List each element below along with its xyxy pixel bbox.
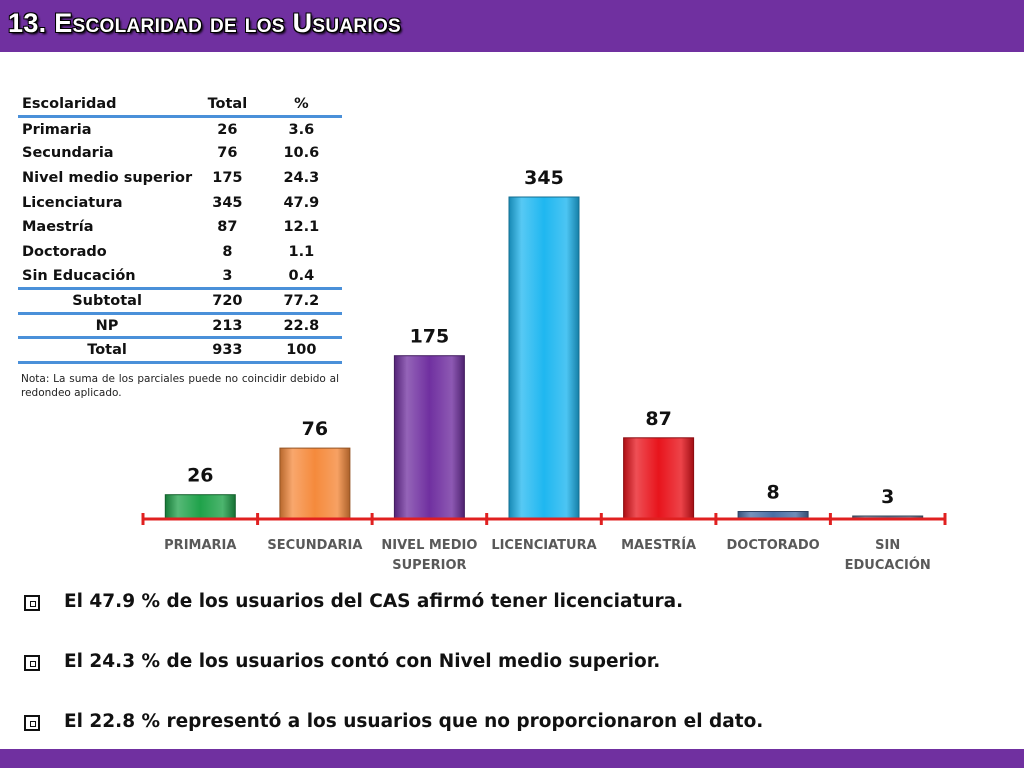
list-item: El 47.9 % de los usuarios del CAS afirmó… (22, 588, 1012, 648)
bar-maestría (623, 437, 695, 520)
table-header-row: Escolaridad Total % (18, 92, 342, 119)
table-header-cell: % (260, 92, 342, 119)
table-cell: 0.4 (288, 267, 315, 284)
table-cell: Doctorado (22, 243, 107, 260)
table-cell: 12.1 (283, 219, 320, 236)
table-cell: Subtotal (18, 287, 195, 314)
bar-nivel-medio-superior (393, 355, 465, 520)
table-cell: 8 (222, 243, 233, 260)
table-header-cell: Total (194, 92, 261, 119)
bar-secundaria (279, 447, 351, 520)
table-cell: 3.6 (288, 121, 315, 138)
findings-list: El 47.9 % de los usuarios del CAS afirmó… (22, 588, 1012, 768)
table-cell: 77.2 (260, 287, 342, 314)
data-label: 76 (302, 418, 328, 440)
table-cell: 22.8 (260, 311, 342, 338)
bar-licenciatura (508, 196, 580, 520)
title-bar: 13. Escolaridad de los Usuarios (0, 0, 1024, 52)
data-label: 175 (410, 326, 450, 348)
table-cell: Total (18, 336, 195, 365)
data-label: 345 (524, 167, 564, 189)
table-row: Maestría 87 12.1 (18, 215, 342, 240)
table-cell: 10.6 (283, 145, 320, 162)
bullet-text: El 22.8 % representó a los usuarios que … (64, 711, 764, 732)
bar-primaria (164, 494, 236, 520)
data-label: 3 (881, 486, 894, 508)
table-cell: Maestría (22, 219, 94, 236)
bar-chart: 26 PRIMARIA 76 SECUNDARIA 175 NIVEL MEDIO SUPE… (141, 167, 947, 573)
category-label: LICENCIATURA (491, 538, 596, 553)
checkbox-bullet-icon (24, 715, 40, 731)
list-item: El 22.8 % representó a los usuarios que … (22, 708, 1012, 768)
table-cell: Secundaria (22, 145, 114, 162)
data-label: 26 (187, 465, 213, 487)
table-cell: 100 (260, 336, 342, 365)
np-row: NP 213 22.8 (18, 311, 342, 338)
category-label: EDUCACIÓN (845, 557, 931, 573)
table-cell: 933 (194, 336, 261, 365)
table-row: Doctorado 8 1.1 (18, 240, 342, 265)
data-label: 87 (645, 408, 671, 430)
category-label: NIVEL MEDIO (381, 538, 477, 553)
table-row: Licenciatura 345 47.9 (18, 190, 342, 215)
table-cell: 24.3 (283, 170, 320, 187)
table-cell: 720 (194, 287, 261, 314)
table-cell: 3 (222, 267, 233, 284)
category-label: SUPERIOR (392, 558, 466, 573)
checkbox-bullet-icon (24, 595, 40, 611)
table-cell: Nivel medio superior (22, 170, 193, 187)
total-row: Total 933 100 (18, 336, 342, 365)
table-cell: 47.9 (283, 194, 320, 211)
category-label: SIN (875, 538, 900, 553)
table-row: Sin Educación 3 0.4 (18, 264, 342, 289)
table-cell: NP (18, 311, 195, 338)
category-label: DOCTORADO (726, 538, 819, 553)
bottom-bar (0, 749, 1024, 768)
table-row: Primaria 26 3.6 (18, 117, 342, 142)
category-label: SECUNDARIA (267, 538, 362, 553)
table-cell: 26 (217, 121, 238, 138)
category-label: MAESTRÍA (621, 537, 696, 553)
table-row: Secundaria 76 10.6 (18, 141, 342, 166)
table-header-cell: Escolaridad (18, 92, 195, 119)
table-cell: 87 (217, 219, 238, 236)
table-cell: 1.1 (288, 243, 315, 260)
checkbox-bullet-icon (24, 655, 40, 671)
table-cell: Sin Educación (22, 267, 136, 284)
data-label: 8 (766, 482, 779, 504)
table-cell: 76 (217, 145, 238, 162)
bullet-text: El 47.9 % de los usuarios del CAS afirmó… (64, 591, 684, 612)
schooling-table: Escolaridad Total % Primaria 26 3.6 Secu… (18, 92, 342, 365)
table-cell: 175 (212, 170, 243, 187)
table-cell: 213 (194, 311, 261, 338)
table-cell: Licenciatura (22, 194, 123, 211)
bullet-text: El 24.3 % de los usuarios contó con Nive… (64, 651, 661, 672)
table-cell: 345 (212, 194, 243, 211)
subtotal-row: Subtotal 720 77.2 (18, 287, 342, 314)
table-cell: Primaria (22, 121, 92, 138)
category-label: PRIMARIA (164, 538, 236, 553)
page-title: 13. Escolaridad de los Usuarios (8, 8, 402, 38)
table-row: Nivel medio superior 175 24.3 (18, 166, 342, 191)
table-note: Nota: La suma de los parciales puede no … (21, 373, 339, 399)
list-item: El 24.3 % de los usuarios contó con Nive… (22, 648, 1012, 708)
